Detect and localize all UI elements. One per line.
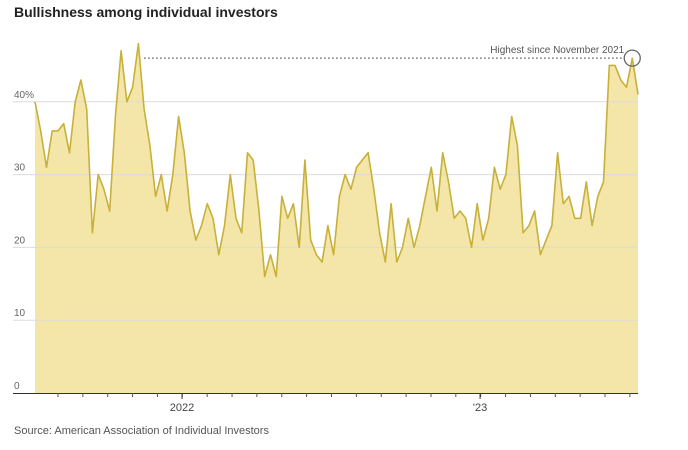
y-tick-label: 20 [14,235,26,246]
annotation-label: Highest since November 2021 [490,45,624,56]
y-tick-label: 0 [14,381,20,392]
y-tick-label: 10 [14,308,26,319]
series-line [34,42,639,278]
x-tick-label: 2022 [170,402,194,414]
area-fill [35,43,638,393]
annotation-circle [623,49,641,67]
x-tick-label: '23 [473,402,487,414]
y-tick-label: 40% [14,90,34,101]
y-tick-label: 30 [14,163,26,174]
chart-title: Bullishness among individual investors [14,4,278,20]
source-note: Source: American Association of Individu… [14,425,269,437]
